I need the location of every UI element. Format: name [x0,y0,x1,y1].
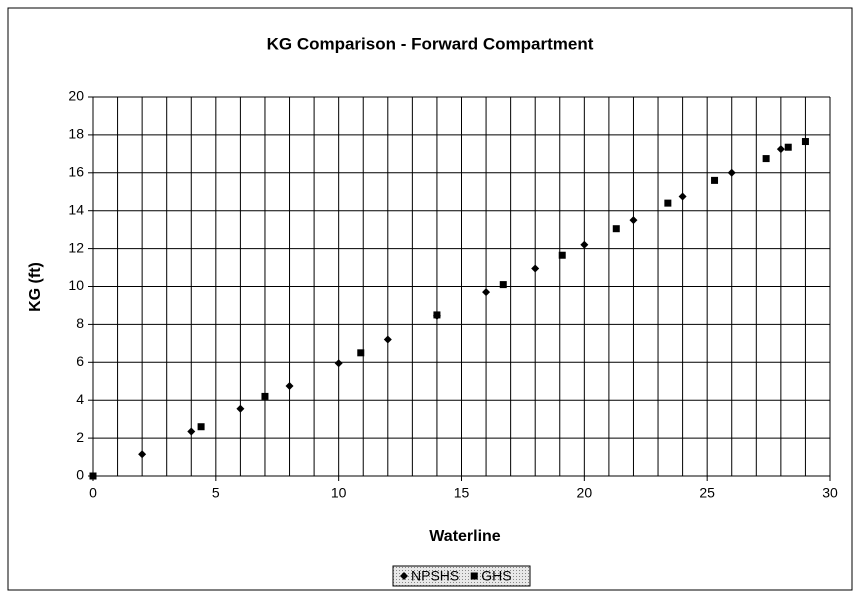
x-tick-label: 15 [454,485,470,501]
point [612,225,620,233]
point [285,381,294,390]
legend-marker [470,572,478,580]
point [801,138,809,146]
legend-box [392,565,531,587]
point [678,192,687,201]
x-axis-label: Waterline [429,528,501,545]
x-tick-label: 30 [822,485,838,501]
point [664,199,672,207]
y-tick-label: 14 [68,201,84,217]
y-tick-label: 2 [76,429,84,445]
point [711,176,719,184]
point [89,472,97,480]
point [197,423,205,431]
x-tick-label: 20 [577,485,593,501]
y-tick-label: 16 [68,164,84,180]
point [558,251,566,259]
y-tick-label: 10 [68,277,84,293]
legend-marker [400,572,408,580]
legend-label: NPSHS [411,568,459,584]
x-tick-label: 25 [699,485,715,501]
y-tick-label: 8 [76,315,84,331]
point [334,359,343,368]
point [580,240,589,249]
chart-border [7,7,853,591]
point [236,404,245,413]
legend-label: GHS [481,568,511,584]
point [762,155,770,163]
point [629,216,638,225]
point [261,392,269,400]
y-tick-label: 6 [76,353,84,369]
y-tick-label: 12 [68,239,84,255]
point [784,143,792,151]
x-tick-label: 10 [331,485,347,501]
point [727,168,736,177]
point [776,145,785,154]
point [433,311,441,319]
y-tick-label: 0 [76,467,84,483]
x-tick-label: 5 [212,485,220,501]
y-axis-label: KG (ft) [27,262,44,312]
point [482,288,491,297]
point [138,450,147,459]
point [499,281,507,289]
y-tick-label: 20 [68,88,84,104]
point [357,349,365,357]
y-tick-label: 18 [68,126,84,142]
chart-title: KG Comparison - Forward Compartment [267,34,594,53]
point [187,427,196,436]
x-tick-label: 0 [89,485,97,501]
point [531,264,540,273]
point [383,335,392,344]
y-tick-label: 4 [76,391,84,407]
